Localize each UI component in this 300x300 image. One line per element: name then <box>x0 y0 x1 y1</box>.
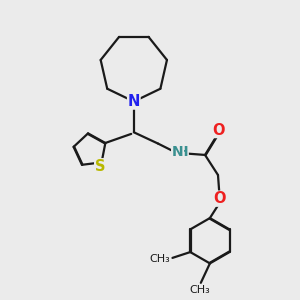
Text: N: N <box>172 145 183 159</box>
Text: N: N <box>128 94 140 109</box>
Text: S: S <box>95 159 105 174</box>
Text: CH₃: CH₃ <box>149 254 170 264</box>
Text: CH₃: CH₃ <box>189 285 210 296</box>
Text: H: H <box>177 145 188 159</box>
Text: O: O <box>213 191 226 206</box>
Text: O: O <box>213 122 225 137</box>
